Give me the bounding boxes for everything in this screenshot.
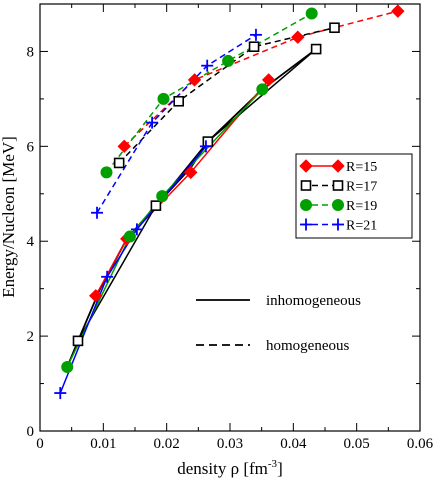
series-r-21-inhomogeneous-point bbox=[54, 387, 67, 400]
series-r-19-inhomogeneous-point bbox=[61, 360, 74, 373]
series-r-15-inhomogeneous-point bbox=[184, 165, 198, 180]
series-r-21-inhomogeneous-point bbox=[101, 270, 114, 283]
x-tick-label: 0.06 bbox=[407, 436, 434, 452]
series-r-19-homogeneous-line bbox=[105, 12, 313, 173]
style-legend-label-inhomogeneous: inhomogeneous bbox=[266, 293, 361, 309]
series-r-17-homogeneous-point bbox=[329, 22, 340, 34]
x-tick-label: 0.04 bbox=[280, 436, 307, 452]
series-r-21-inhomogeneous-point bbox=[130, 223, 143, 236]
legend-marker-r-19 bbox=[300, 199, 312, 211]
x-tick-label: 0.02 bbox=[154, 436, 180, 452]
series-r-17-homogeneous-line bbox=[118, 26, 335, 164]
x-tick-label: 0.05 bbox=[344, 436, 370, 452]
series-r-21-homogeneous-point bbox=[249, 28, 262, 41]
y-tick-label: 4 bbox=[27, 234, 35, 250]
line-style-legend: inhomogeneous homogeneous bbox=[196, 293, 361, 354]
x-tick-label: 0.01 bbox=[90, 436, 116, 452]
series-r-19-homogeneous-point bbox=[100, 166, 113, 179]
legend-marker-r-15-end bbox=[331, 159, 345, 173]
y-axis-label: Energy/Nucleon [MeV] bbox=[0, 136, 18, 298]
series-r-17-homogeneous-point bbox=[113, 157, 125, 169]
series-r-19-inhomogeneous-point bbox=[156, 190, 169, 203]
series-r-21-homogeneous-point bbox=[91, 206, 103, 219]
series-r-19-inhomogeneous-point bbox=[123, 230, 136, 243]
series-r-15-homogeneous-point bbox=[391, 4, 405, 18]
series-r-17-inhomogeneous-point bbox=[72, 335, 84, 347]
series-r-19-homogeneous-point bbox=[305, 7, 318, 20]
legend-marker-r-17 bbox=[300, 180, 312, 191]
y-tick-label: 6 bbox=[27, 139, 35, 155]
series-r-15-homogeneous-point bbox=[117, 139, 131, 154]
series-r-21-inhomogeneous-point bbox=[199, 140, 212, 153]
y-tick-label: 8 bbox=[27, 44, 35, 60]
legend-label-r-19: R=19 bbox=[346, 199, 377, 214]
marker-layer bbox=[54, 4, 405, 400]
legend: R=15 R=17 R=19 R=21 bbox=[295, 153, 413, 239]
series-r-17-homogeneous-point bbox=[248, 41, 260, 53]
series-r-19-inhomogeneous-line bbox=[66, 88, 263, 368]
series-r-19-homogeneous-point bbox=[222, 54, 235, 67]
ticks-layer: 0 0.01 0.02 0.03 0.04 0.05 0.06 0 2 4 6 8 bbox=[27, 3, 434, 452]
series-r-17-inhomogeneous-point bbox=[150, 200, 162, 211]
series-r-21-homogeneous-point bbox=[146, 116, 159, 129]
legend-marker-r-15 bbox=[299, 159, 313, 173]
series-r-15-homogeneous-point bbox=[291, 30, 305, 44]
series-r-19-inhomogeneous-point bbox=[256, 83, 269, 96]
legend-marker-r-21 bbox=[300, 218, 312, 231]
series-r-17-inhomogeneous-point bbox=[310, 43, 322, 55]
legend-label-r-17: R=17 bbox=[346, 180, 377, 195]
x-axis-label: density ρ [fm-3] bbox=[177, 458, 282, 478]
series-r-15-inhomogeneous-point bbox=[261, 73, 276, 87]
y-tick-label: 0 bbox=[27, 424, 35, 440]
series-r-21-homogeneous-point bbox=[201, 59, 214, 72]
series-r-21-inhomogeneous-line bbox=[59, 145, 207, 394]
style-legend-label-homogeneous: homogeneous bbox=[266, 338, 349, 354]
series-r-15-homogeneous-point bbox=[187, 73, 202, 87]
legend-marker-r-19-end bbox=[332, 199, 344, 211]
legend-label-r-21: R=21 bbox=[346, 219, 377, 234]
series-r-15-homogeneous-line bbox=[123, 10, 399, 147]
legend-label-r-15: R=15 bbox=[346, 160, 377, 175]
series-r-15-inhomogeneous-point bbox=[89, 289, 103, 303]
y-tick-label: 2 bbox=[27, 329, 35, 345]
legend-marker-r-17-end bbox=[332, 180, 344, 191]
legend-marker-r-21-end bbox=[332, 218, 344, 231]
x-tick-label: 0 bbox=[36, 436, 44, 452]
x-axis-label-exponent: -3 bbox=[268, 458, 278, 470]
x-tick-label: 0.03 bbox=[217, 436, 243, 452]
series-r-19-homogeneous-point bbox=[157, 92, 170, 105]
series-r-17-homogeneous-point bbox=[173, 95, 184, 107]
series-r-21-homogeneous-line bbox=[96, 34, 257, 214]
series-r-17-inhomogeneous-point bbox=[202, 136, 214, 147]
inhomogeneous-curve bbox=[66, 48, 317, 368]
